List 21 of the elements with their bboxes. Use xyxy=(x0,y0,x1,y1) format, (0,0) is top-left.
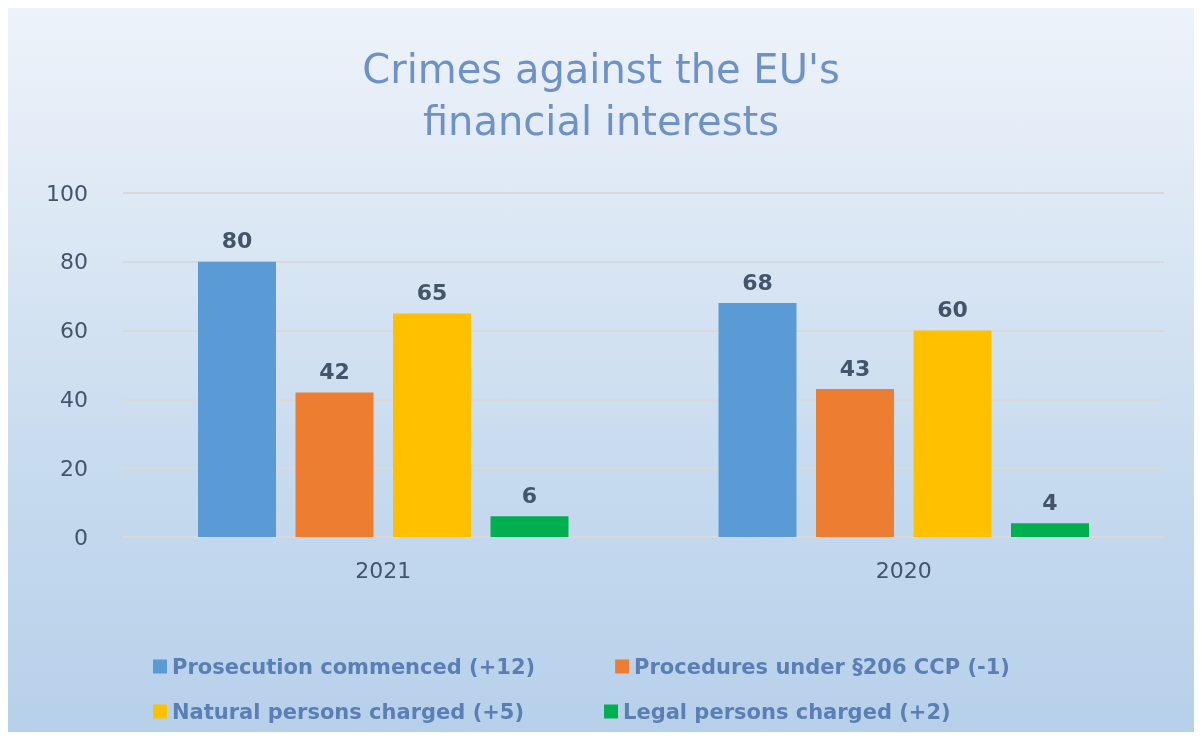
legend-label: Procedures under §206 CCP (-1) xyxy=(634,654,1010,679)
data-label: 65 xyxy=(416,279,448,305)
y-tick-label: 60 xyxy=(60,318,88,344)
x-tick-label: 2020 xyxy=(875,557,932,583)
x-tick-label: 2021 xyxy=(355,557,412,583)
data-label: 68 xyxy=(742,269,773,295)
y-tick-label: 20 xyxy=(60,455,88,481)
y-tick-label: 100 xyxy=(46,180,88,206)
y-tick-label: 0 xyxy=(74,524,88,550)
legend-label: Natural persons charged (+5) xyxy=(172,699,525,724)
data-label: 6 xyxy=(521,482,538,508)
data-label: 80 xyxy=(221,228,253,254)
y-tick-label: 80 xyxy=(60,249,88,275)
data-label: 4 xyxy=(1042,489,1058,515)
chart-title: Crimes against the EU's financial interests xyxy=(362,46,840,144)
legend-label: Prosecution commenced (+12) xyxy=(172,654,536,679)
legend-label: Legal persons charged (+2) xyxy=(623,699,951,724)
y-tick-label: 40 xyxy=(60,386,88,412)
data-label: 60 xyxy=(937,297,968,323)
data-label: 43 xyxy=(839,355,871,381)
data-label: 42 xyxy=(319,359,350,385)
